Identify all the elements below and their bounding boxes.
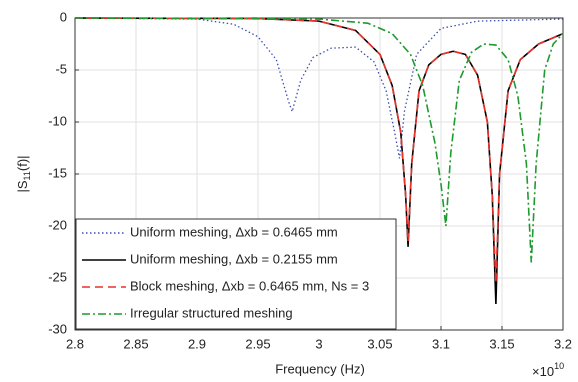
y-axis-label: |S11(f)| — [15, 155, 32, 192]
x-multiplier: ×1010 — [532, 361, 564, 379]
x-multiplier-exp: 10 — [554, 361, 564, 371]
legend-label: Irregular structured meshing — [130, 305, 293, 320]
y-tick-label: -15 — [48, 165, 67, 180]
x-tick-label: 2.85 — [123, 336, 148, 351]
x-tick-label: 3.2 — [554, 336, 572, 351]
y-tick-label: -30 — [48, 321, 67, 336]
y-tick-label: -5 — [55, 61, 67, 76]
y-tick-label: 0 — [60, 9, 67, 24]
x-tick-label: 2.95 — [245, 336, 270, 351]
legend-label: Block meshing, Δxb = 0.6465 mm, Ns = 3 — [130, 278, 369, 293]
x-tick-label: 3 — [315, 336, 322, 351]
series-line — [74, 17, 564, 284]
y-tick-label: -20 — [48, 217, 67, 232]
legend-label: Uniform meshing, Δxb = 0.2155 mm — [130, 251, 338, 266]
plot-frame — [74, 17, 564, 331]
legend-box — [75, 218, 397, 330]
x-tick-label: 2.8 — [66, 336, 84, 351]
y-label-main: |S — [15, 180, 30, 192]
legend-label: Uniform meshing, Δxb = 0.6465 mm — [130, 224, 338, 239]
x-tick-label: 3.15 — [489, 336, 514, 351]
x-multiplier-base: ×10 — [532, 364, 554, 379]
legend: Uniform meshing, Δxb = 0.6465 mm Uniform … — [75, 218, 397, 330]
x-tick-label: 3.05 — [367, 336, 392, 351]
x-tick-label: 2.9 — [188, 336, 206, 351]
y-tick-label: -25 — [48, 269, 67, 284]
y-label-rest: (f)| — [15, 155, 30, 171]
x-axis-label: Frequency (Hz) — [275, 361, 365, 376]
x-tick-label: 3.1 — [432, 336, 450, 351]
y-tick-label: -10 — [48, 113, 67, 128]
series-line — [74, 17, 564, 263]
y-label-sub: 11 — [22, 171, 32, 180]
